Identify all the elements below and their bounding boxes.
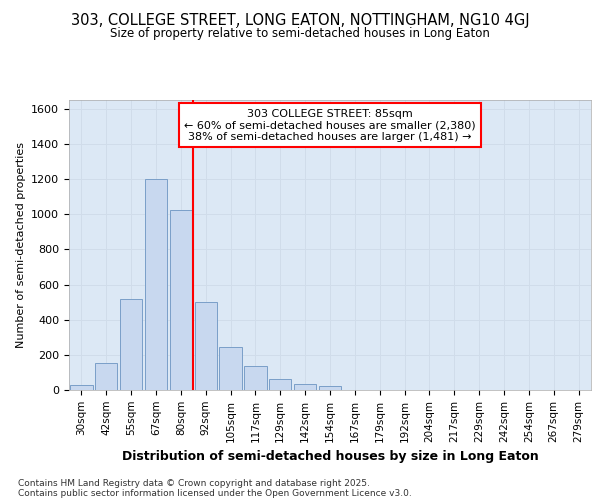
- Bar: [145, 179, 167, 390]
- Bar: [220, 347, 242, 390]
- Bar: [269, 378, 292, 390]
- X-axis label: Distribution of semi-detached houses by size in Long Eaton: Distribution of semi-detached houses by …: [122, 450, 538, 463]
- Bar: [244, 366, 266, 390]
- Y-axis label: Number of semi-detached properties: Number of semi-detached properties: [16, 142, 26, 348]
- Text: Contains HM Land Registry data © Crown copyright and database right 2025.: Contains HM Land Registry data © Crown c…: [18, 478, 370, 488]
- Bar: [194, 302, 217, 390]
- Bar: [294, 384, 316, 390]
- Bar: [70, 384, 92, 390]
- Text: 303 COLLEGE STREET: 85sqm
← 60% of semi-detached houses are smaller (2,380)
38% : 303 COLLEGE STREET: 85sqm ← 60% of semi-…: [184, 108, 476, 142]
- Bar: [170, 210, 192, 390]
- Text: 303, COLLEGE STREET, LONG EATON, NOTTINGHAM, NG10 4GJ: 303, COLLEGE STREET, LONG EATON, NOTTING…: [71, 12, 529, 28]
- Bar: [319, 386, 341, 390]
- Text: Contains public sector information licensed under the Open Government Licence v3: Contains public sector information licen…: [18, 488, 412, 498]
- Bar: [95, 363, 118, 390]
- Bar: [120, 298, 142, 390]
- Text: Size of property relative to semi-detached houses in Long Eaton: Size of property relative to semi-detach…: [110, 28, 490, 40]
